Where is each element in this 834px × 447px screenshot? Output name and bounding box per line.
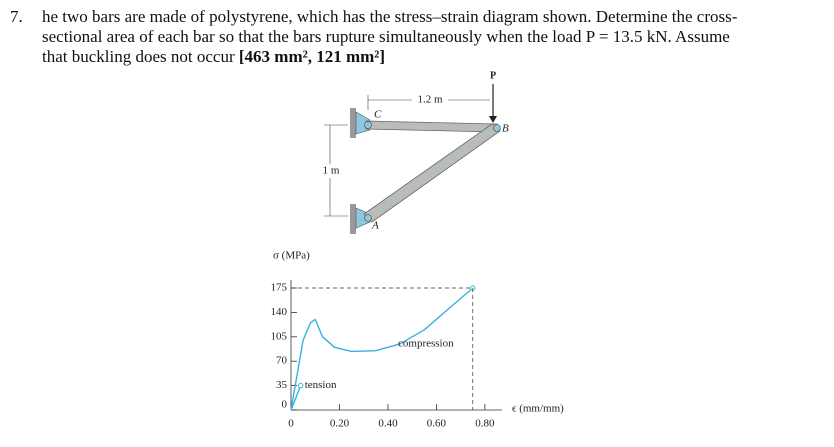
x-tick-label: 0.40 (378, 418, 398, 430)
wall-support (350, 108, 356, 138)
dimension-label: 1.2 m (417, 94, 443, 106)
load-label: P (490, 70, 496, 81)
pin (364, 214, 372, 222)
rupture-point (297, 382, 304, 389)
x-tick-label: 0.60 (427, 418, 447, 430)
load-arrowhead (489, 116, 497, 123)
y-tick-label: 70 (276, 355, 288, 367)
wall-support (350, 204, 356, 234)
label-bg (412, 94, 448, 106)
label-bg (320, 164, 342, 178)
x-tick-label: 0.20 (330, 418, 350, 430)
x-tick-label: 0.80 (475, 418, 495, 430)
bar-ab (363, 123, 501, 223)
pin (364, 121, 372, 129)
y-axis-label: σ (MPa) (273, 250, 310, 262)
problem-number: 7. (10, 7, 23, 26)
problem-line-text: that buckling does not occur (42, 47, 239, 66)
y-tick-label: 35 (276, 379, 288, 391)
problem-line: that buckling does not occur [463 mm², 1… (42, 47, 385, 67)
chart: 0 35 70 105 140 175 0 0.20 0.40 0.60 0.80 tension co… (271, 280, 502, 430)
y-tick-label: 0 (282, 399, 288, 411)
series-label: compression (398, 338, 454, 350)
bar-cb (365, 120, 498, 133)
problem-line: he two bars are made of polystyrene, whi… (42, 7, 738, 26)
x-tick-label: 0 (288, 418, 294, 430)
dimension-label: 1 m (323, 165, 340, 177)
point-label: B (502, 123, 509, 135)
curve (290, 287, 474, 411)
point-label: C (374, 109, 382, 121)
structure: 1.2 m 1 m P C B A (320, 70, 509, 234)
y-tick-label: 105 (271, 330, 288, 342)
problem-line: sectional area of each bar so that the b… (42, 27, 730, 46)
series-label: tension (305, 379, 337, 391)
y-tick-label: 140 (271, 306, 288, 318)
answer: [463 mm², 121 mm²] (238, 47, 386, 66)
x-axis-label: ϵ (mm/mm) (512, 403, 564, 415)
y-tick-label: 175 (271, 282, 288, 294)
curve (290, 385, 302, 411)
pin (493, 124, 501, 132)
point-label: A (371, 220, 379, 232)
